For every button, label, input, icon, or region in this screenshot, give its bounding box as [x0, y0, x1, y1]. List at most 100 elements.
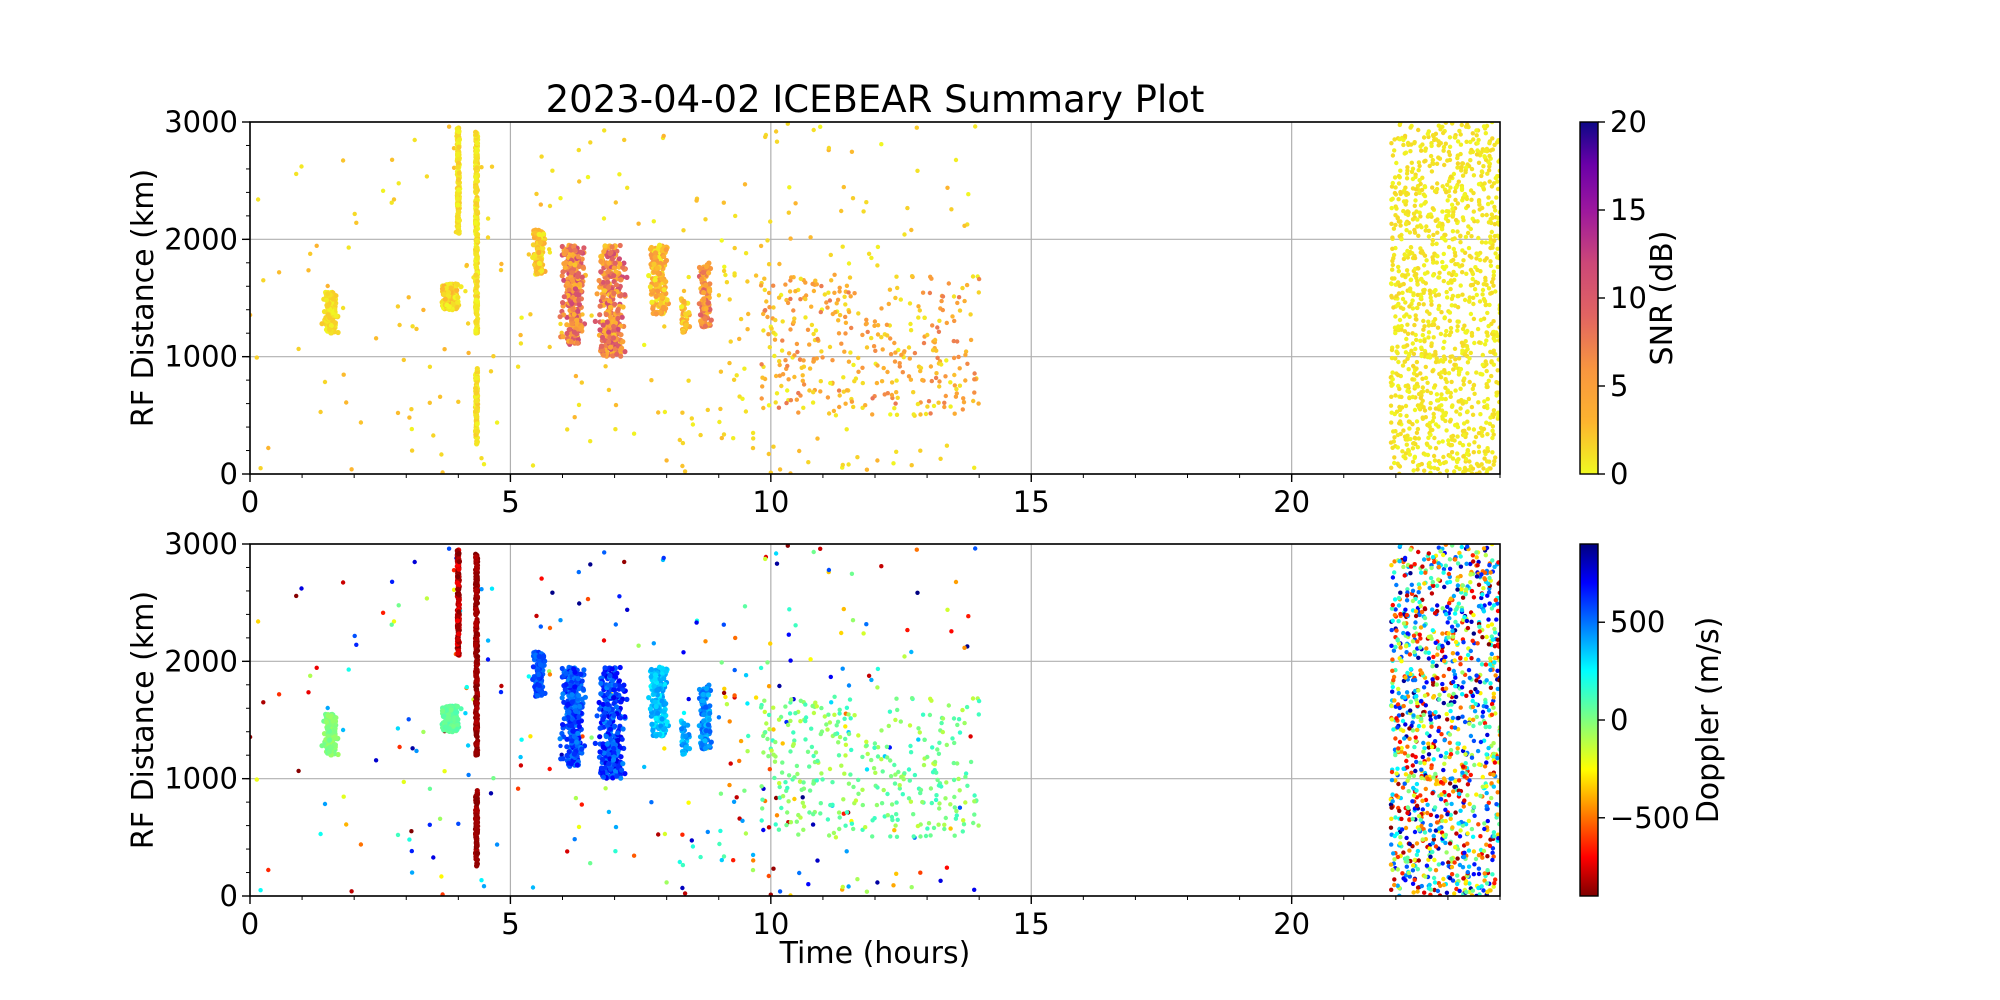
- snr-data-point: [893, 401, 898, 406]
- snr-data-point: [441, 291, 447, 297]
- doppler-data-point: [1422, 615, 1428, 621]
- doppler-data-point: [1491, 698, 1496, 703]
- snr-data-point: [473, 227, 479, 233]
- doppler-data-point: [1431, 695, 1436, 700]
- snr-data-point: [943, 393, 948, 399]
- snr-data-point: [1430, 185, 1435, 190]
- snr-data-point: [837, 404, 842, 410]
- snr-data-point: [860, 332, 865, 338]
- doppler-data-point: [1485, 732, 1490, 738]
- snr-data-point: [474, 428, 481, 434]
- doppler-data-point: [1467, 717, 1472, 722]
- doppler-data-point: [937, 806, 942, 811]
- doppler-data-point: [1486, 708, 1492, 713]
- snr-data-point: [1453, 388, 1458, 393]
- snr-data-point: [1401, 281, 1406, 287]
- snr-data-point: [895, 285, 900, 291]
- snr-data-point: [618, 353, 624, 359]
- doppler-data-point: [889, 814, 895, 820]
- snr-data-point: [1479, 150, 1484, 155]
- snr-data-point: [931, 403, 937, 409]
- snr-data-point: [574, 340, 580, 346]
- snr-data-point: [721, 200, 726, 205]
- snr-data-point: [1447, 179, 1452, 184]
- doppler-data-point: [807, 788, 813, 793]
- snr-data-point: [1487, 421, 1493, 426]
- snr-data-point: [1395, 280, 1401, 285]
- doppler-data-point: [771, 752, 776, 757]
- snr-data-point: [848, 294, 853, 299]
- snr-data-point: [740, 396, 745, 401]
- doppler-data-point: [864, 743, 869, 748]
- snr-data-point: [1432, 189, 1438, 194]
- doppler-data-point: [1401, 678, 1407, 684]
- snr-data-point: [1470, 216, 1475, 221]
- snr-data-point: [1389, 295, 1395, 300]
- snr-data-point: [1392, 137, 1397, 142]
- snr-data-point: [869, 335, 874, 341]
- doppler-data-point: [1470, 808, 1476, 814]
- snr-data-point: [597, 312, 603, 318]
- doppler-data-point: [1489, 606, 1495, 611]
- snr-data-point: [605, 279, 611, 285]
- doppler-data-point: [631, 853, 637, 858]
- snr-data-point: [759, 362, 764, 367]
- snr-data-point: [1421, 327, 1426, 332]
- doppler-data-point: [801, 804, 807, 809]
- doppler-data-point: [788, 658, 793, 663]
- snr-data-point: [569, 316, 575, 322]
- snr-data-point: [764, 299, 769, 304]
- snr-data-point: [916, 315, 921, 320]
- snr-data-point: [788, 327, 793, 332]
- snr-data-point: [1433, 293, 1439, 298]
- snr-data-point: [908, 377, 914, 382]
- doppler-data-point: [944, 742, 949, 748]
- snr-data-point: [1487, 179, 1492, 184]
- snr-data-point: [581, 245, 587, 251]
- snr-data-point: [833, 413, 839, 418]
- doppler-data-point: [661, 555, 666, 561]
- snr-data-point: [1443, 396, 1448, 402]
- snr-data-point: [894, 449, 899, 454]
- snr-data-point: [1453, 423, 1458, 428]
- snr-data-point: [952, 383, 957, 388]
- snr-data-point: [1448, 390, 1454, 396]
- snr-data-point: [893, 350, 898, 355]
- snr-data-point: [944, 358, 949, 363]
- snr-data-point: [827, 344, 833, 350]
- doppler-data-point: [558, 618, 563, 623]
- doppler-data-point: [1422, 746, 1427, 751]
- snr-data-point: [1467, 356, 1472, 361]
- snr-data-point: [610, 335, 617, 341]
- snr-data-point: [815, 336, 820, 342]
- snr-data-point: [474, 308, 480, 314]
- snr-data-point: [576, 402, 582, 408]
- snr-data-point: [1438, 461, 1443, 466]
- snr-data-point: [814, 282, 819, 287]
- snr-data-point: [844, 388, 850, 393]
- snr-data-point: [1418, 181, 1423, 187]
- snr-data-point: [1441, 278, 1447, 284]
- doppler-data-point: [732, 667, 737, 673]
- snr-x-tick-label: 10: [752, 485, 789, 519]
- doppler-data-point: [488, 791, 494, 796]
- snr-data-point: [1450, 122, 1455, 126]
- snr-data-point: [1393, 314, 1398, 319]
- snr-data-point: [800, 373, 805, 378]
- snr-data-point: [1389, 205, 1394, 211]
- snr-data-point: [846, 309, 852, 315]
- snr-data-point: [662, 324, 667, 329]
- snr-data-point: [719, 238, 724, 243]
- doppler-data-point: [340, 727, 346, 733]
- doppler-data-point: [866, 673, 872, 678]
- doppler-data-point: [401, 779, 406, 785]
- doppler-data-point: [761, 827, 766, 833]
- snr-data-point: [703, 306, 709, 312]
- snr-data-point: [559, 273, 565, 279]
- doppler-data-point: [724, 702, 730, 707]
- snr-data-point: [762, 276, 767, 281]
- snr-data-point: [617, 277, 624, 283]
- snr-data-point: [1433, 218, 1438, 223]
- doppler-data-point: [664, 880, 669, 885]
- doppler-data-point: [906, 796, 912, 801]
